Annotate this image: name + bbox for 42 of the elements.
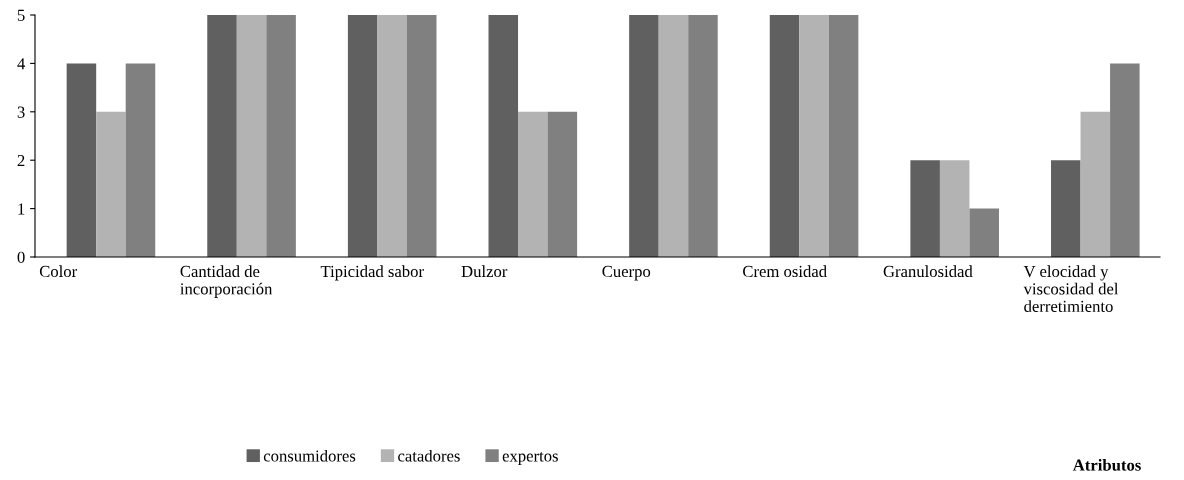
x-tick-label: Cuerpo <box>602 265 651 281</box>
bar <box>939 160 970 257</box>
bar <box>658 15 689 257</box>
bar <box>347 15 378 257</box>
x-tick-label: Granulosidad <box>883 265 973 278</box>
y-tick-label: 4 <box>17 58 26 70</box>
bar <box>969 208 999 257</box>
bar <box>207 15 237 257</box>
x-tick-label: Cantidad de incorporación <box>180 265 273 298</box>
bar <box>488 15 519 257</box>
bar <box>406 15 437 257</box>
bar <box>266 15 296 257</box>
x-tick-label: V elocidad y viscosidad del derretimiento <box>1023 265 1119 312</box>
bar <box>1080 111 1111 257</box>
y-tick-label: 0 <box>17 251 25 263</box>
x-tick-label: Color <box>39 265 78 278</box>
bar <box>799 15 829 257</box>
y-tick-label: 3 <box>17 106 25 118</box>
legend-label: consumidores <box>263 449 356 462</box>
bar <box>66 63 97 257</box>
y-tick-label: 1 <box>18 203 25 215</box>
y-tick-label: 2 <box>17 154 25 166</box>
bar <box>125 63 156 257</box>
bar <box>518 111 548 257</box>
bar <box>629 15 659 257</box>
bar <box>1110 63 1140 257</box>
bar <box>1051 160 1081 257</box>
bar <box>769 15 800 257</box>
bar <box>96 111 126 257</box>
bar <box>236 15 267 257</box>
legend-label: catadores <box>398 449 460 462</box>
bar <box>688 15 718 257</box>
bar <box>910 160 940 257</box>
bar <box>547 111 578 257</box>
bar <box>828 15 859 257</box>
x-tick-label: Crem osidad <box>743 265 827 278</box>
bar <box>377 15 407 257</box>
text: Atributos <box>1072 459 1141 471</box>
x-tick-label: Tipicidad sabor <box>320 265 424 281</box>
x-tick-label: Dulzor <box>461 265 508 278</box>
legend-label: expertos <box>502 452 558 465</box>
y-tick-label: 5 <box>17 9 25 21</box>
